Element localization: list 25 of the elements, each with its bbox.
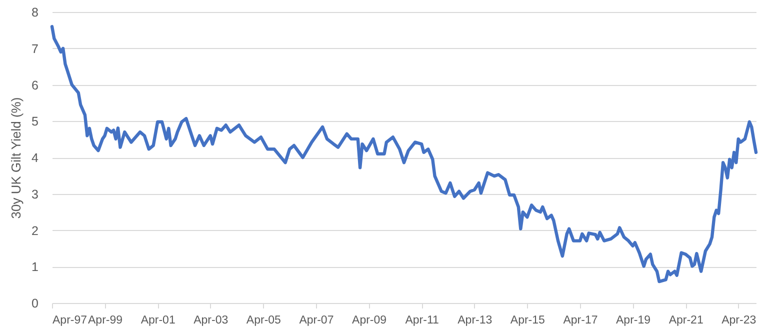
x-tick-label: Apr-01 (140, 314, 176, 326)
y-tick-label: 0 (32, 296, 39, 310)
x-tick-label: Apr-07 (299, 314, 334, 326)
y-axis-title: 30y UK Gilt Yield (%) (8, 97, 24, 219)
x-tick-label: Apr-13 (458, 314, 492, 326)
x-tick-label: Apr-15 (510, 314, 545, 326)
x-tick-label: Apr-09 (352, 314, 387, 326)
x-tick-label: Apr-99 (88, 314, 123, 326)
y-tick-label: 6 (32, 78, 39, 92)
y-tick-label: 5 (32, 114, 39, 129)
x-tick-label: Apr-05 (246, 314, 281, 326)
y-tick-label: 7 (32, 42, 39, 56)
x-tick-label: Apr-11 (405, 314, 439, 326)
x-tick-label: Apr-19 (616, 314, 651, 326)
x-tick-label: Apr-21 (668, 314, 704, 326)
y-tick-label: 8 (32, 6, 39, 20)
x-tick-label: Apr-23 (722, 314, 756, 326)
x-tick-label: Apr-03 (194, 314, 228, 326)
x-tick-label: Apr-17 (563, 314, 598, 326)
y-tick-label: 2 (32, 224, 39, 238)
y-tick-label: 4 (32, 151, 39, 165)
y-tick-label: 1 (32, 260, 39, 274)
y-tick-label: 3 (32, 187, 39, 202)
x-tick-label: Apr-97 (52, 314, 88, 326)
line-series (50, 24, 758, 284)
